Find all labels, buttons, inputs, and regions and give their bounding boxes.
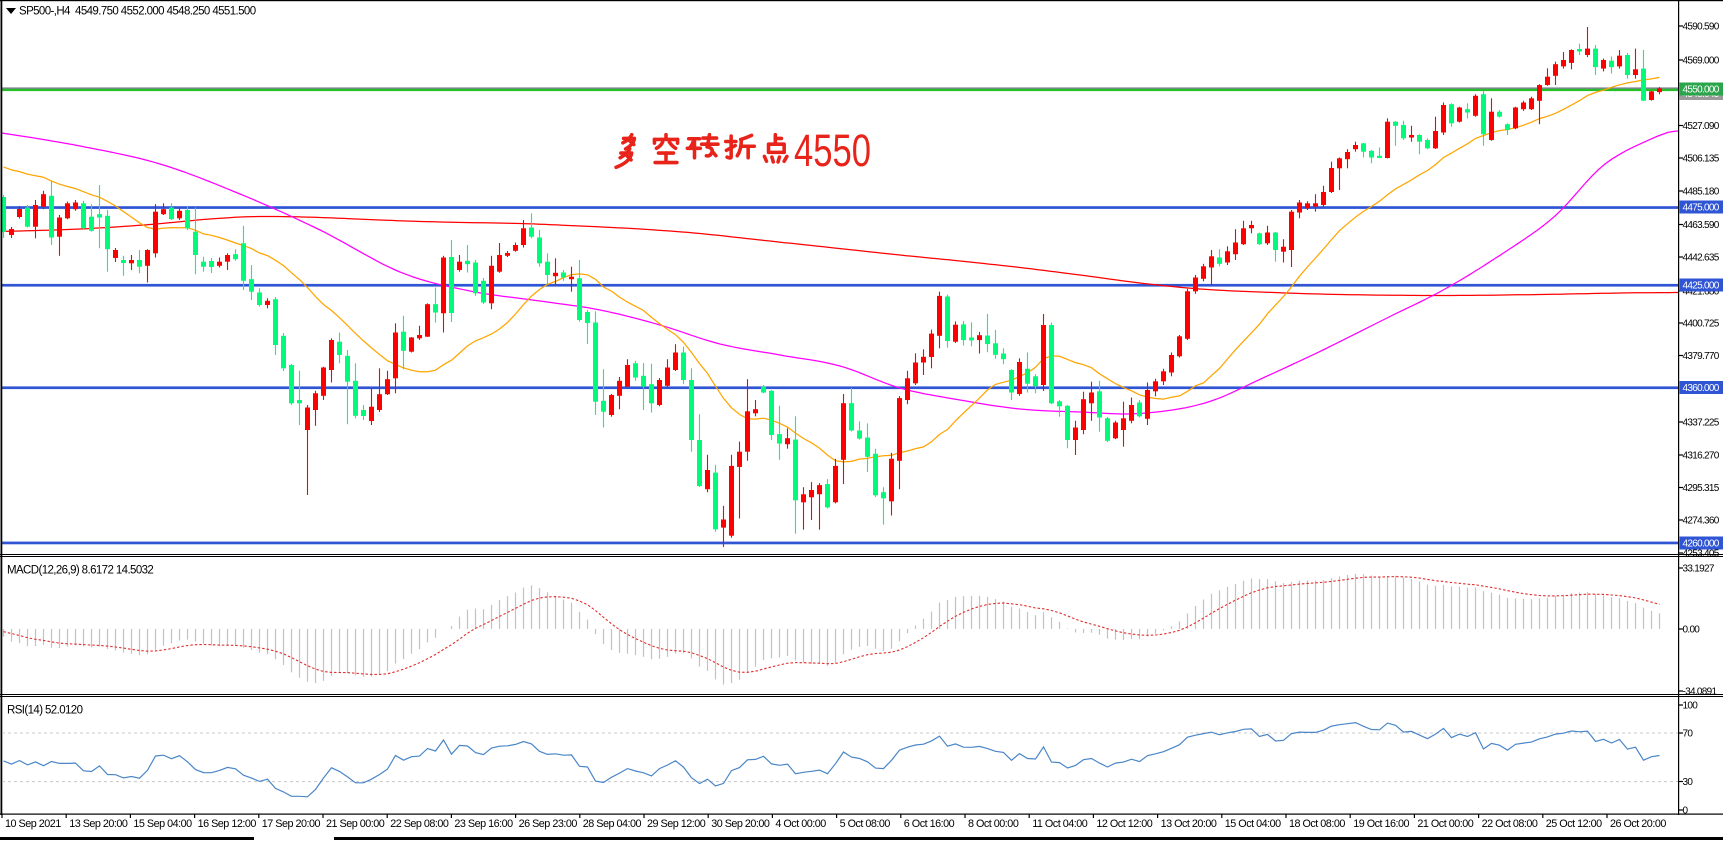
svg-text:-34.0891: -34.0891 <box>1683 687 1718 698</box>
svg-text:13 Oct 20:00: 13 Oct 20:00 <box>1161 818 1217 830</box>
svg-text:4 Oct 00:00: 4 Oct 00:00 <box>775 818 826 830</box>
svg-text:4316.270: 4316.270 <box>1683 451 1720 462</box>
svg-text:4295.315: 4295.315 <box>1683 483 1720 494</box>
svg-text:15 Oct 04:00: 15 Oct 04:00 <box>1225 818 1281 830</box>
svg-text:6 Oct 16:00: 6 Oct 16:00 <box>904 818 955 830</box>
svg-text:70: 70 <box>1683 729 1694 740</box>
svg-text:29 Sep 12:00: 29 Sep 12:00 <box>647 818 706 830</box>
svg-text:4360.000: 4360.000 <box>1683 383 1720 394</box>
svg-text:100: 100 <box>1683 701 1699 712</box>
svg-text:SP500-,H4 4549.750 4552.000 4: SP500-,H4 4549.750 4552.000 4548.250 455… <box>19 6 256 18</box>
svg-text:23 Sep 16:00: 23 Sep 16:00 <box>454 818 513 830</box>
svg-text:25 Oct 12:00: 25 Oct 12:00 <box>1546 818 1602 830</box>
svg-text:18 Oct 08:00: 18 Oct 08:00 <box>1289 818 1345 830</box>
svg-text:19 Oct 16:00: 19 Oct 16:00 <box>1353 818 1409 830</box>
svg-text:17 Sep 20:00: 17 Sep 20:00 <box>262 818 321 830</box>
svg-text:4260.000: 4260.000 <box>1683 539 1720 550</box>
svg-text:28 Sep 04:00: 28 Sep 04:00 <box>583 818 642 830</box>
svg-text:22 Oct 08:00: 22 Oct 08:00 <box>1482 818 1538 830</box>
svg-text:RSI(14) 52.0120: RSI(14) 52.0120 <box>7 705 83 717</box>
svg-text:4475.000: 4475.000 <box>1683 203 1720 214</box>
svg-text:26 Sep 23:00: 26 Sep 23:00 <box>519 818 578 830</box>
svg-text:4463.590: 4463.590 <box>1683 220 1720 231</box>
svg-text:4506.135: 4506.135 <box>1683 154 1720 165</box>
svg-text:4590.590: 4590.590 <box>1683 22 1720 33</box>
svg-text:4400.725: 4400.725 <box>1683 319 1720 330</box>
svg-text:21 Sep 00:00: 21 Sep 00:00 <box>326 818 385 830</box>
svg-text:30: 30 <box>1683 777 1694 788</box>
svg-text:13 Sep 20:00: 13 Sep 20:00 <box>69 818 128 830</box>
svg-text:4550: 4550 <box>794 125 871 176</box>
svg-text:21 Oct 00:00: 21 Oct 00:00 <box>1417 818 1473 830</box>
svg-text:30 Sep 20:00: 30 Sep 20:00 <box>711 818 770 830</box>
svg-text:26 Oct 20:00: 26 Oct 20:00 <box>1610 818 1666 830</box>
svg-text:12 Oct 12:00: 12 Oct 12:00 <box>1096 818 1152 830</box>
svg-text:33.1927: 33.1927 <box>1683 564 1715 575</box>
svg-text:0.00: 0.00 <box>1683 625 1701 636</box>
svg-text:4485.180: 4485.180 <box>1683 187 1720 198</box>
svg-text:4337.225: 4337.225 <box>1683 418 1720 429</box>
svg-text:4527.090: 4527.090 <box>1683 121 1720 132</box>
svg-text:5 Oct 08:00: 5 Oct 08:00 <box>840 818 891 830</box>
svg-text:15 Sep 04:00: 15 Sep 04:00 <box>133 818 192 830</box>
svg-text:4379.770: 4379.770 <box>1683 351 1720 362</box>
svg-text:4253.405: 4253.405 <box>1683 549 1720 560</box>
svg-text:22 Sep 08:00: 22 Sep 08:00 <box>390 818 449 830</box>
svg-text:4274.360: 4274.360 <box>1683 516 1720 527</box>
svg-text:4550.000: 4550.000 <box>1683 85 1720 96</box>
svg-text:4425.000: 4425.000 <box>1683 281 1720 292</box>
svg-text:4442.635: 4442.635 <box>1683 253 1720 264</box>
svg-text:4569.000: 4569.000 <box>1683 56 1720 67</box>
svg-text:MACD(12,26,9) 8.6172 14.5032: MACD(12,26,9) 8.6172 14.5032 <box>7 565 153 577</box>
svg-text:8 Oct 00:00: 8 Oct 00:00 <box>968 818 1019 830</box>
svg-text:10 Sep 2021: 10 Sep 2021 <box>5 818 61 830</box>
svg-text:11 Oct 04:00: 11 Oct 04:00 <box>1032 818 1088 830</box>
svg-text:16 Sep 12:00: 16 Sep 12:00 <box>198 818 257 830</box>
